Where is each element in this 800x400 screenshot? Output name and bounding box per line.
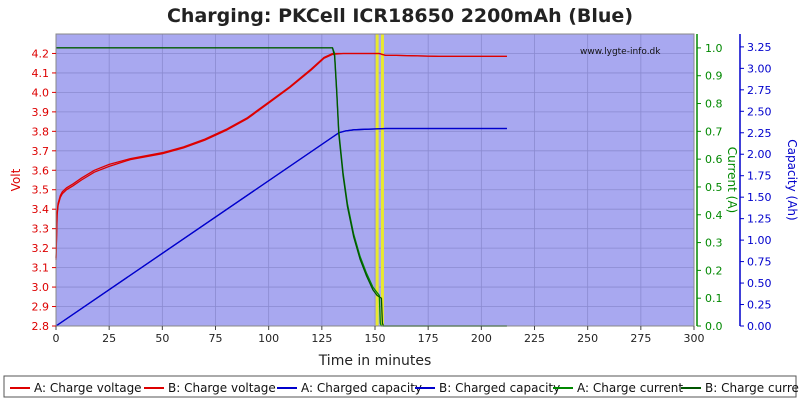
x-tick-label: 100 bbox=[258, 332, 279, 345]
current-tick-label: 0.3 bbox=[705, 237, 723, 250]
legend-label: B: Charge voltage bbox=[168, 381, 276, 395]
capacity-tick-label: 0.75 bbox=[747, 256, 772, 269]
legend-label: A: Charged capacity bbox=[301, 381, 422, 395]
capacity-tick-label: 0.50 bbox=[747, 277, 772, 290]
y-axis-label-volt: Volt bbox=[9, 168, 23, 191]
current-tick-label: 0.6 bbox=[705, 153, 723, 166]
x-tick-label: 0 bbox=[53, 332, 60, 345]
volt-tick-label: 2.8 bbox=[32, 320, 50, 333]
volt-tick-label: 2.9 bbox=[32, 301, 50, 314]
x-tick-label: 175 bbox=[418, 332, 439, 345]
marker-lines bbox=[375, 34, 384, 326]
legend-label: B: Charge current bbox=[705, 381, 800, 395]
legend-label: A: Charge current bbox=[577, 381, 683, 395]
capacity-tick-label: 1.00 bbox=[747, 234, 772, 247]
volt-tick-label: 4.2 bbox=[32, 47, 50, 60]
x-tick-label: 250 bbox=[577, 332, 598, 345]
current-tick-label: 0.0 bbox=[705, 320, 723, 333]
x-axis-label: Time in minutes bbox=[318, 353, 432, 369]
capacity-tick-label: 0.00 bbox=[747, 320, 772, 333]
x-tick-label: 300 bbox=[684, 332, 705, 345]
x-tick-label: 75 bbox=[209, 332, 223, 345]
x-tick-label: 275 bbox=[630, 332, 651, 345]
volt-tick-label: 3.5 bbox=[32, 184, 50, 197]
capacity-tick-label: 1.50 bbox=[747, 191, 772, 204]
capacity-tick-label: 2.00 bbox=[747, 148, 772, 161]
volt-tick-label: 4.1 bbox=[32, 67, 50, 80]
volt-tick-label: 3.4 bbox=[32, 203, 50, 216]
watermark: www.lygte-info.dk bbox=[580, 47, 661, 57]
volt-tick-label: 3.8 bbox=[32, 125, 50, 138]
volt-tick-label: 3.7 bbox=[32, 145, 50, 158]
y-axis-label-current: Current (A) bbox=[725, 147, 739, 213]
capacity-tick-label: 1.25 bbox=[747, 213, 772, 226]
series-line-b-charge-current bbox=[56, 47, 507, 327]
series-line-b-charge-voltage bbox=[55, 52, 507, 260]
volt-tick-label: 3.6 bbox=[32, 164, 50, 177]
legend: A: Charge voltage B: Charge voltage A: Cha… bbox=[3, 375, 800, 398]
current-tick-label: 0.7 bbox=[705, 125, 723, 138]
chart-title: Charging: PKCell ICR18650 2200mAh (Blue) bbox=[167, 5, 633, 27]
volt-tick-label: 3.2 bbox=[32, 242, 50, 255]
series-lines bbox=[55, 47, 507, 327]
axes: 0 25 50 75 100 125 150 175 200 225 250 275 300 2.8 2.9… bbox=[32, 34, 772, 345]
series-line-b-charged-capacity bbox=[55, 127, 507, 327]
x-tick-label: 200 bbox=[471, 332, 492, 345]
legend-label: B: Charged capacity bbox=[439, 381, 560, 395]
current-tick-label: 0.9 bbox=[705, 70, 723, 83]
x-tick-label: 125 bbox=[311, 332, 332, 345]
current-tick-label: 0.8 bbox=[705, 98, 723, 111]
x-tick-label: 50 bbox=[155, 332, 169, 345]
volt-tick-label: 4.0 bbox=[32, 86, 50, 99]
volt-tick-label: 3.1 bbox=[32, 262, 50, 275]
current-tick-label: 0.2 bbox=[705, 264, 723, 277]
volt-tick-label: 3.0 bbox=[32, 281, 50, 294]
x-tick-label: 225 bbox=[524, 332, 545, 345]
capacity-tick-label: 2.75 bbox=[747, 84, 772, 97]
current-tick-label: 0.4 bbox=[705, 209, 723, 222]
x-tick-label: 25 bbox=[102, 332, 116, 345]
legend-box bbox=[3, 375, 797, 398]
volt-tick-label: 3.3 bbox=[32, 223, 50, 236]
y-axis-label-capacity: Capacity (Ah) bbox=[785, 139, 799, 220]
capacity-tick-label: 1.75 bbox=[747, 170, 772, 183]
capacity-tick-label: 3.00 bbox=[747, 62, 772, 75]
current-tick-label: 0.5 bbox=[705, 181, 723, 194]
capacity-tick-label: 0.25 bbox=[747, 299, 772, 312]
current-tick-label: 1.0 bbox=[705, 42, 723, 55]
volt-tick-label: 3.9 bbox=[32, 106, 50, 119]
capacity-tick-label: 2.25 bbox=[747, 127, 772, 140]
x-tick-label: 150 bbox=[365, 332, 386, 345]
capacity-tick-label: 2.50 bbox=[747, 105, 772, 118]
current-tick-label: 0.1 bbox=[705, 292, 723, 305]
legend-label: A: Charge voltage bbox=[34, 381, 142, 395]
capacity-tick-label: 3.25 bbox=[747, 41, 772, 54]
